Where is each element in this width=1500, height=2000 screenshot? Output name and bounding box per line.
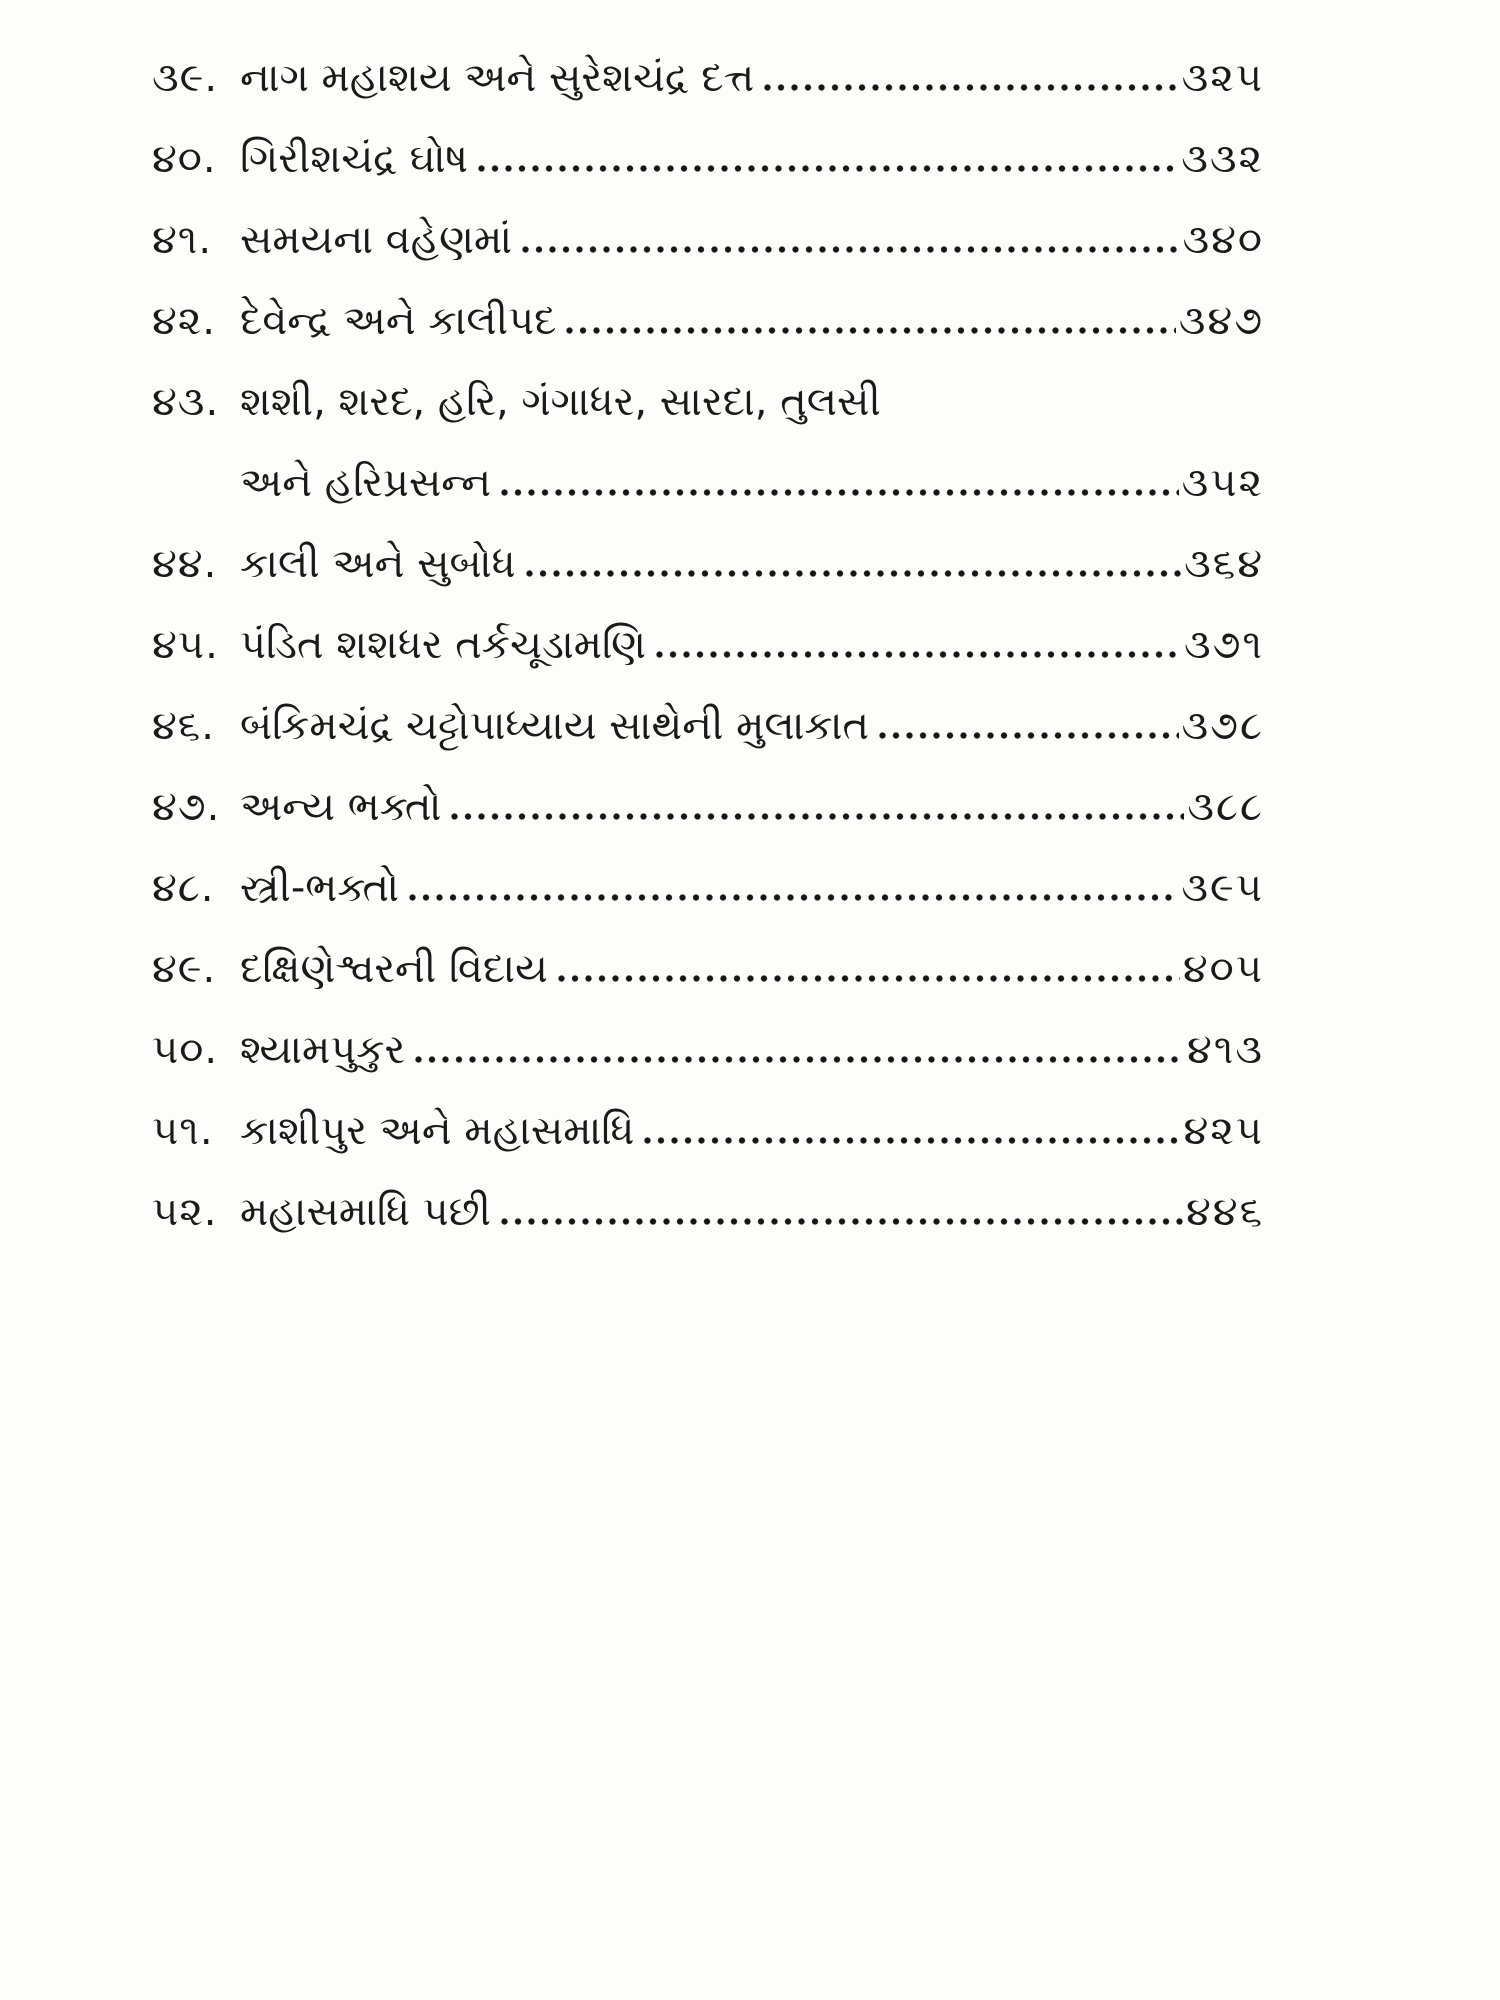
entry-number: ૪૪. (152, 541, 218, 587)
toc-entry-line: ૫૧. કાશીપુર અને મહાસમાધિ ૪૨૫ (152, 1091, 1264, 1172)
entry-number: ૫૧. (152, 1108, 214, 1154)
entry-number: ૪૩. (152, 379, 220, 425)
entry-page-number: ૪૨૫ (1183, 1108, 1264, 1154)
entry-page-number: ૩૬૪ (1184, 541, 1264, 587)
entry-number: ૫૨. (152, 1189, 218, 1235)
toc-entry-line: ૪૬. બંકિમચંદ્ર ચટ્ટોપાધ્યાય સાથેની મુલાક… (152, 686, 1264, 767)
entry-number: ૪૭. (152, 784, 221, 830)
entry-title: દક્ષિણેશ્વરની વિદાય (240, 946, 548, 992)
toc-entry-line: ૪૩. શશી, શરદ, હરિ, ગંગાધર, સારદા, તુલસી (152, 362, 1264, 443)
entry-title: કાલી અને સુબોધ (240, 541, 516, 587)
toc-entry-line: ૪૧. સમયના વહેણમાં ૩૪૦ (152, 200, 1264, 281)
dot-leader (655, 651, 1181, 658)
dot-leader (764, 84, 1179, 91)
entry-title: સ્ત્રી-ભક્તો (240, 865, 399, 911)
entry-number: ૪૦. (152, 136, 217, 182)
dot-leader (557, 975, 1180, 982)
toc-entry-line: ૪૦. ગિરીશચંદ્ર ઘોષ ૩૩૨ (152, 119, 1264, 200)
entry-title: બંકિમચંદ્ર ચટ્ટોપાધ્યાય સાથેની મુલાકાત (240, 703, 869, 749)
toc-entry-line: ૫૦. શ્યામપુકુર ૪૧૩ (152, 1010, 1264, 1091)
entry-page-number: ૩૪૦ (1182, 217, 1264, 263)
entry-title: સમયના વહેણમાં (240, 217, 512, 263)
entry-number: ૪૮. (152, 865, 215, 911)
entry-number: ૩૯. (152, 55, 219, 101)
dot-leader (478, 165, 1179, 172)
entry-number: ૫૦. (152, 1027, 219, 1073)
entry-page-number: ૩૩૨ (1181, 136, 1264, 182)
dot-leader (566, 327, 1176, 334)
entry-title: ગિરીશચંદ્ર ઘોષ (240, 136, 469, 182)
entry-page-number: ૪૪૬ (1186, 1189, 1264, 1235)
entry-title: અને હરિપ્રસન્ન (240, 460, 492, 506)
toc-entry-line: ૫૨. મહાસમાધિ પછી ૪૪૬ (152, 1172, 1264, 1253)
entry-number: ૪૨. (152, 298, 216, 344)
entry-page-number: ૪૦૫ (1182, 946, 1264, 992)
entry-page-number: ૩૯૫ (1181, 865, 1264, 911)
entry-number: ૪૬. (152, 703, 215, 749)
entry-title: પંડિત શશધર તર્કચૂડામણિ (240, 622, 646, 668)
toc-entry-line: ૪૪. કાલી અને સુબોધ ૩૬૪ (152, 524, 1264, 605)
entry-page-number: ૩૭૮ (1181, 703, 1264, 749)
entry-page-number: ૩૪૭ (1178, 298, 1264, 344)
entry-title: શ્યામપુકુર (240, 1027, 406, 1073)
entry-number: ૪૫. (152, 622, 219, 668)
dot-leader (415, 1056, 1184, 1063)
dot-leader (525, 570, 1182, 577)
toc-entry-line: અને હરિપ્રસન્ન ૩૫૨ (152, 443, 1264, 524)
entry-title: દેવેન્દ્ર અને કાલીપદ (240, 298, 557, 344)
toc-entry-line: ૪૫. પંડિત શશધર તર્કચૂડામણિ ૩૭૧ (152, 605, 1264, 686)
entry-title: અન્ય ભક્તો (240, 784, 442, 830)
entry-page-number: ૪૧૩ (1186, 1027, 1264, 1073)
entry-title: શશી, શરદ, હરિ, ગંગાધર, સારદા, તુલસી (240, 379, 881, 425)
toc-list: ૩૯. નાગ મહાશય અને સુરેશચંદ્ર દત્ત ૩૨૫ ૪૦… (152, 38, 1264, 1253)
dot-leader (451, 813, 1185, 820)
entry-title: મહાસમાધિ પછી (240, 1189, 491, 1235)
entry-number: ૪૯. (152, 946, 217, 992)
entry-page-number: ૩૫૨ (1181, 460, 1264, 506)
toc-entry-line: ૩૯. નાગ મહાશય અને સુરેશચંદ્ર દત્ત ૩૨૫ (152, 38, 1264, 119)
dot-leader (522, 246, 1180, 253)
dot-leader (644, 1137, 1181, 1144)
entry-title: કાશીપુર અને મહાસમાધિ (240, 1108, 635, 1154)
toc-entry-line: ૪૮. સ્ત્રી-ભક્તો ૩૯૫ (152, 848, 1264, 929)
dot-leader (409, 894, 1179, 901)
dot-leader (501, 1218, 1183, 1225)
entry-page-number: ૩૮૮ (1187, 784, 1264, 830)
entry-title: નાગ મહાશય અને સુરેશચંદ્ર દત્ત (240, 55, 755, 101)
toc-entry-line: ૪૨. દેવેન્દ્ર અને કાલીપદ ૩૪૭ (152, 281, 1264, 362)
entry-number: ૪૧. (152, 217, 213, 263)
entry-page-number: ૩૭૧ (1183, 622, 1264, 668)
toc-entry-line: ૪૭. અન્ય ભક્તો ૩૮૮ (152, 767, 1264, 848)
toc-entry-line: ૪૯. દક્ષિણેશ્વરની વિદાય ૪૦૫ (152, 929, 1264, 1010)
dot-leader (878, 732, 1179, 739)
dot-leader (501, 489, 1179, 496)
entry-page-number: ૩૨૫ (1181, 55, 1264, 101)
